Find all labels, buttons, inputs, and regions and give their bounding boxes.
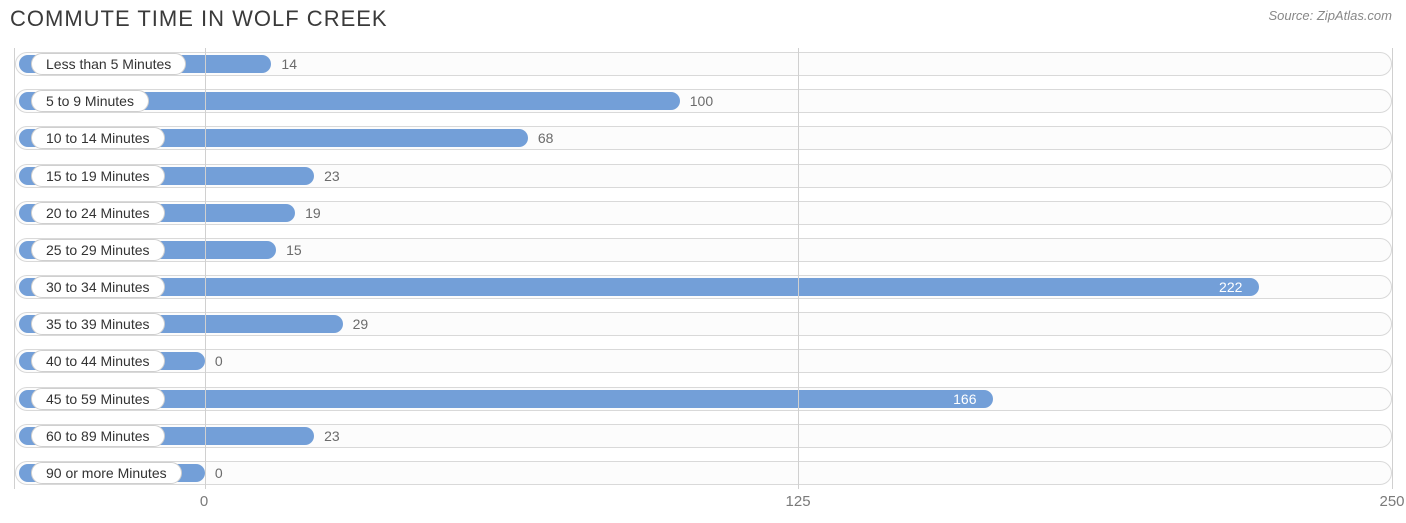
bar-category-label: 40 to 44 Minutes xyxy=(31,350,165,372)
bar-category-label: 5 to 9 Minutes xyxy=(31,90,149,112)
x-tick-label: 250 xyxy=(1379,493,1404,510)
bar-category-label: 35 to 39 Minutes xyxy=(31,313,165,335)
bar-category-label: 15 to 19 Minutes xyxy=(31,165,165,187)
source-prefix: Source: xyxy=(1268,8,1316,23)
bar-value-label: 23 xyxy=(324,168,340,184)
bar-row: 25 to 29 Minutes 15 xyxy=(15,236,1392,264)
bar-row: Less than 5 Minutes 14 xyxy=(15,50,1392,78)
gridline xyxy=(205,48,206,489)
bar-category-label: 10 to 14 Minutes xyxy=(31,127,165,149)
bar-row: 90 or more Minutes 0 xyxy=(15,459,1392,487)
bar-row: 20 to 24 Minutes 19 xyxy=(15,199,1392,227)
bar-row: 30 to 34 Minutes 222 xyxy=(15,273,1392,301)
chart-plot-area: Less than 5 Minutes 14 5 to 9 Minutes 100 10… xyxy=(14,48,1392,489)
chart-source: Source: ZipAtlas.com xyxy=(1268,6,1392,23)
bar-value-label: 29 xyxy=(353,316,369,332)
bar-category-label: Less than 5 Minutes xyxy=(31,53,186,75)
bar-value-label: 68 xyxy=(538,130,554,146)
gridline xyxy=(1392,48,1393,489)
bar-value-label: 100 xyxy=(690,93,713,109)
chart-header: COMMUTE TIME IN WOLF CREEK Source: ZipAt… xyxy=(0,0,1406,32)
bar-row: 60 to 89 Minutes 23 xyxy=(15,422,1392,450)
bar-value-label: 166 xyxy=(953,391,976,407)
x-tick-label: 125 xyxy=(786,493,811,510)
bars-container: Less than 5 Minutes 14 5 to 9 Minutes 100 10… xyxy=(15,48,1392,489)
bar-category-label: 45 to 59 Minutes xyxy=(31,388,165,410)
bar-row: 15 to 19 Minutes 23 xyxy=(15,162,1392,190)
bar-value-label: 14 xyxy=(281,56,297,72)
gridline xyxy=(798,48,799,489)
bar-category-label: 90 or more Minutes xyxy=(31,462,182,484)
bar-value-label: 15 xyxy=(286,242,302,258)
bar-category-label: 20 to 24 Minutes xyxy=(31,202,165,224)
x-axis: 0125250 xyxy=(14,493,1392,515)
bar-row: 10 to 14 Minutes 68 xyxy=(15,124,1392,152)
bar-category-label: 30 to 34 Minutes xyxy=(31,276,165,298)
chart-title: COMMUTE TIME IN WOLF CREEK xyxy=(10,6,388,32)
source-name: ZipAtlas.com xyxy=(1317,8,1392,23)
bar-value-label: 0 xyxy=(215,465,223,481)
bar-category-label: 60 to 89 Minutes xyxy=(31,425,165,447)
x-tick-label: 0 xyxy=(200,493,208,510)
bar-row: 35 to 39 Minutes 29 xyxy=(15,310,1392,338)
bar-category-label: 25 to 29 Minutes xyxy=(31,239,165,261)
bar-value-label: 222 xyxy=(1219,279,1242,295)
bar-value-label: 0 xyxy=(215,353,223,369)
bar-row: 5 to 9 Minutes 100 xyxy=(15,87,1392,115)
bar-value-label: 19 xyxy=(305,205,321,221)
bar-value-label: 23 xyxy=(324,428,340,444)
bar-row: 40 to 44 Minutes 0 xyxy=(15,347,1392,375)
bar-row: 45 to 59 Minutes 166 xyxy=(15,385,1392,413)
bar-fill xyxy=(19,390,993,408)
